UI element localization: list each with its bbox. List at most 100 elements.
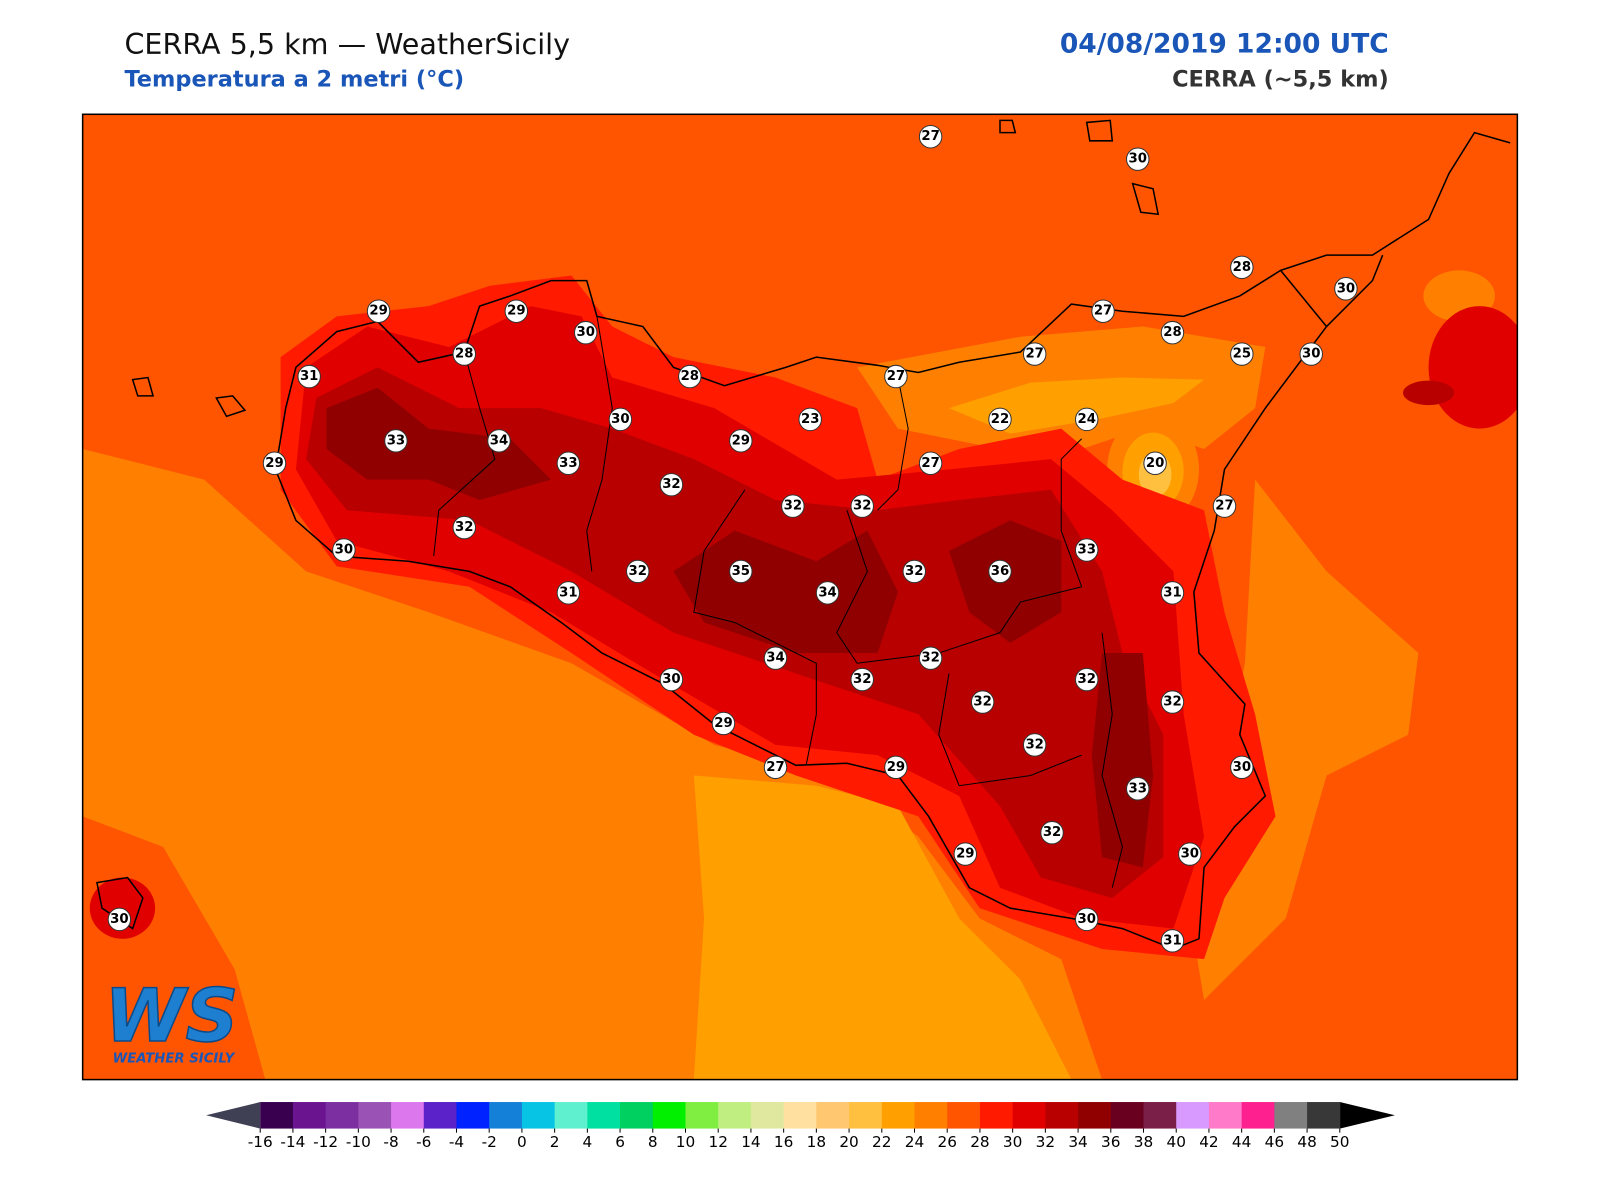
station-value: 33 bbox=[559, 456, 577, 471]
title: CERRA 5,5 km — WeatherSicily bbox=[124, 27, 570, 61]
station-marker bbox=[1212, 494, 1237, 518]
station-value: 32 bbox=[662, 477, 680, 492]
colorbar-tick-label: 36 bbox=[1101, 1133, 1120, 1151]
station-value: 27 bbox=[1094, 304, 1112, 319]
station-value: 28 bbox=[1163, 325, 1181, 340]
station-value: 29 bbox=[714, 716, 732, 731]
colorbar-segment bbox=[849, 1102, 883, 1129]
station-marker bbox=[884, 364, 908, 389]
station-marker bbox=[711, 711, 736, 736]
colorbar-tick-label: 44 bbox=[1232, 1133, 1251, 1151]
colorbar-segment bbox=[489, 1102, 523, 1129]
colorbar-segment bbox=[325, 1102, 359, 1129]
station-value: 34 bbox=[490, 433, 508, 448]
station-marker bbox=[1160, 929, 1185, 953]
date: 04/08/2019 12:00 UTC bbox=[1060, 28, 1389, 59]
station-value: 33 bbox=[1078, 543, 1096, 558]
colorbar-tick-label: 26 bbox=[937, 1133, 956, 1151]
field-region bbox=[326, 387, 1154, 868]
station-marker bbox=[1160, 690, 1185, 714]
station-value: 28 bbox=[455, 347, 473, 362]
colorbar-over bbox=[1339, 1102, 1395, 1129]
station-value: 27 bbox=[1215, 499, 1233, 514]
station-value: 27 bbox=[766, 760, 784, 775]
station-marker bbox=[1160, 581, 1185, 605]
colorbar-tick-label: 14 bbox=[741, 1133, 760, 1151]
station-value: 31 bbox=[1163, 933, 1181, 948]
colorbar-tick-label: 46 bbox=[1265, 1133, 1284, 1151]
station-marker bbox=[384, 429, 408, 453]
station-value: 34 bbox=[818, 585, 836, 600]
colorbar-tick-label: 30 bbox=[1003, 1133, 1022, 1151]
station-marker bbox=[1075, 538, 1099, 562]
colorbar-segment bbox=[750, 1102, 785, 1129]
station-value: 29 bbox=[956, 847, 974, 862]
colorbar-segment bbox=[587, 1102, 621, 1129]
coastlines bbox=[96, 119, 1511, 950]
station-value: 23 bbox=[801, 412, 819, 427]
colorbar-segment bbox=[816, 1102, 850, 1129]
field-region bbox=[693, 775, 1072, 1080]
station-value: 29 bbox=[887, 760, 905, 775]
station-value: 32 bbox=[853, 499, 871, 514]
station-value: 28 bbox=[1233, 260, 1251, 275]
subtitle: Temperatura a 2 metri (°C) bbox=[124, 67, 464, 93]
station-value: 27 bbox=[887, 369, 905, 384]
station-value: 20 bbox=[1146, 456, 1164, 471]
station-value: 24 bbox=[1078, 412, 1096, 427]
colorbar-tick-label: 12 bbox=[708, 1133, 727, 1151]
station-value: 27 bbox=[921, 129, 939, 144]
colorbar-tick-label: -12 bbox=[313, 1133, 338, 1151]
station-marker bbox=[953, 842, 978, 866]
station-marker bbox=[729, 429, 753, 453]
colorbar-segment bbox=[1078, 1102, 1112, 1129]
station-value: 30 bbox=[1181, 847, 1199, 862]
colorbar-segment bbox=[1307, 1102, 1341, 1129]
colorbar-tick-label: -2 bbox=[482, 1133, 497, 1151]
colorbar-tick-label: -14 bbox=[280, 1133, 305, 1151]
station-value: 29 bbox=[265, 456, 283, 471]
colorbar-segment bbox=[292, 1102, 327, 1129]
colorbar-tick-label: 22 bbox=[872, 1133, 891, 1151]
station-marker bbox=[850, 494, 874, 518]
colorbar-tick-label: -16 bbox=[248, 1133, 273, 1151]
station-marker bbox=[1178, 842, 1202, 866]
station-value: 30 bbox=[1233, 760, 1251, 775]
colorbar-tick-label: 28 bbox=[970, 1133, 989, 1151]
station-marker bbox=[107, 907, 132, 932]
colorbar-tick-label: 32 bbox=[1036, 1133, 1055, 1151]
station-value: 29 bbox=[507, 304, 525, 319]
colorbar-segment bbox=[423, 1102, 458, 1129]
station-value: 28 bbox=[681, 369, 699, 384]
station-value: 32 bbox=[1025, 737, 1043, 752]
colorbar-segment bbox=[1143, 1102, 1177, 1129]
station-marker bbox=[659, 667, 684, 692]
station-value: 22 bbox=[991, 412, 1009, 427]
colorbar-segment bbox=[1176, 1102, 1210, 1129]
station-value: 36 bbox=[991, 564, 1009, 579]
temperature-field bbox=[82, 114, 1518, 1080]
colorbar-tick-label: 42 bbox=[1199, 1133, 1218, 1151]
station-value: 32 bbox=[784, 499, 802, 514]
colorbar-segment bbox=[1274, 1102, 1308, 1129]
station-value: 27 bbox=[921, 456, 939, 471]
station-marker bbox=[798, 407, 822, 432]
colorbar-segment bbox=[783, 1102, 817, 1129]
colorbar-under bbox=[206, 1102, 261, 1129]
station-value: 30 bbox=[662, 672, 680, 687]
colorbar-segment bbox=[979, 1102, 1014, 1129]
station-marker bbox=[556, 581, 581, 605]
station-value: 32 bbox=[629, 564, 647, 579]
colorbar-tick-label: 0 bbox=[517, 1133, 527, 1151]
colorbar-segment bbox=[652, 1102, 687, 1129]
sicily-coast bbox=[274, 269, 1328, 950]
station-marker bbox=[884, 755, 908, 780]
station-marker bbox=[988, 407, 1012, 432]
station-value: 34 bbox=[766, 651, 784, 666]
field-region bbox=[948, 377, 1205, 434]
station-value: 32 bbox=[905, 564, 923, 579]
colorbar-tick-label: -8 bbox=[383, 1133, 398, 1151]
field-region bbox=[1403, 380, 1455, 406]
station-value: 30 bbox=[1129, 152, 1147, 167]
station-marker bbox=[262, 451, 287, 475]
